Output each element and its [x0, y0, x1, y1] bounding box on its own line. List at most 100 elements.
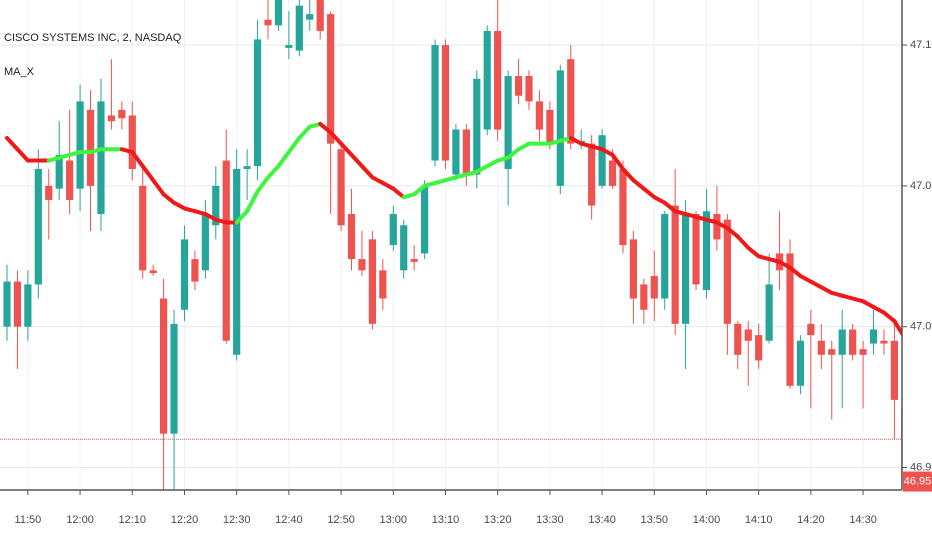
candle-body: [880, 340, 888, 344]
candle-body: [431, 45, 439, 161]
candle-body: [619, 168, 627, 245]
candle-body: [462, 129, 470, 175]
ma-segment: [359, 164, 375, 180]
ma-segment: [746, 245, 761, 259]
candle-body: [713, 214, 721, 240]
candle-body: [201, 214, 209, 271]
candle-body: [128, 115, 136, 169]
ma-segment: [318, 121, 333, 135]
candle-body: [546, 109, 554, 144]
candle-body: [45, 185, 53, 200]
y-tick-label: 47.10: [910, 39, 932, 51]
ma-segment: [339, 141, 354, 157]
candle-body: [671, 205, 679, 324]
candle-body: [588, 143, 596, 206]
candle-body: [337, 149, 345, 226]
candle-body: [253, 39, 262, 167]
ma-segment: [286, 135, 302, 155]
candle-body: [379, 270, 387, 299]
ma-segment: [788, 265, 803, 278]
x-tick-label: 12:30: [223, 514, 251, 526]
x-tick-label: 12:10: [119, 514, 147, 526]
candle-body: [786, 253, 794, 386]
ma-segment: [328, 130, 344, 146]
candle-body: [567, 59, 575, 144]
ma-segment: [725, 226, 740, 239]
candle-body: [734, 323, 742, 355]
candle-body: [107, 115, 115, 122]
ma-segment: [881, 310, 897, 324]
last-price-box: [903, 471, 932, 492]
ma-segment: [620, 166, 636, 183]
candle-body: [817, 340, 825, 355]
ma-segment: [245, 189, 260, 214]
candle-body: [285, 45, 293, 48]
candle-body: [483, 30, 491, 130]
ma-segment: [234, 209, 250, 225]
y-tick-label: 47.05: [910, 180, 932, 192]
candle-body: [191, 259, 199, 282]
x-tick-label: 12:00: [66, 514, 94, 526]
candle-body: [859, 349, 867, 355]
candle-body: [243, 166, 251, 169]
candle-body: [55, 154, 63, 189]
candle-body: [3, 281, 11, 327]
candle-body: [34, 168, 42, 285]
candle-body: [650, 275, 658, 299]
candle-body: [86, 109, 95, 186]
candle-body: [400, 225, 408, 271]
candle-body: [212, 185, 220, 226]
candle-body: [66, 160, 74, 200]
x-tick-label: 13:10: [432, 514, 460, 526]
candle-body: [410, 259, 418, 262]
ma-segment: [276, 150, 291, 169]
candle-body: [494, 30, 502, 130]
y-tick-label: 46.95: [910, 461, 932, 473]
ma-segment: [130, 150, 145, 169]
candle-body: [796, 340, 805, 386]
candle-body: [744, 329, 752, 341]
ma-segment: [892, 319, 902, 338]
ma-segment: [15, 147, 30, 163]
candle-body: [629, 239, 637, 299]
x-tick-label: 14:10: [745, 514, 773, 526]
ma-segment: [506, 147, 521, 160]
candle-body: [421, 185, 429, 254]
y-tick-label: 47.00: [910, 321, 932, 333]
candle-body: [504, 76, 512, 169]
ma-segment: [662, 200, 678, 214]
candle-body: [640, 284, 648, 310]
ma-segment: [161, 192, 177, 205]
candle-body: [661, 214, 669, 299]
x-tick-label: 14:00: [693, 514, 721, 526]
last-price-label: 46.95: [904, 475, 932, 487]
x-tick-label: 12:40: [275, 514, 303, 526]
candle-body: [13, 281, 22, 327]
ma-segment: [151, 178, 166, 197]
candle-body: [358, 259, 366, 271]
candle-body: [765, 284, 773, 341]
candle-body: [723, 219, 731, 324]
candle-body: [869, 329, 878, 344]
candle-body: [118, 109, 126, 119]
candle-body: [97, 101, 105, 215]
candle-body: [139, 185, 147, 271]
x-tick-label: 14:30: [849, 514, 877, 526]
candle-body: [514, 76, 523, 96]
candle-body: [828, 349, 836, 355]
candle-body: [264, 19, 272, 26]
ma-segment: [140, 164, 156, 183]
candle-body: [180, 239, 189, 310]
candle-body: [608, 160, 617, 186]
candle-body: [233, 168, 241, 355]
candle-body: [849, 329, 857, 355]
candle-body: [389, 214, 397, 245]
x-tick-label: 11:50: [15, 514, 42, 526]
ma-segment: [5, 135, 20, 152]
candle-body: [890, 340, 898, 400]
candle-body: [838, 329, 846, 355]
candle-body: [452, 129, 460, 175]
candle-body: [473, 78, 481, 175]
